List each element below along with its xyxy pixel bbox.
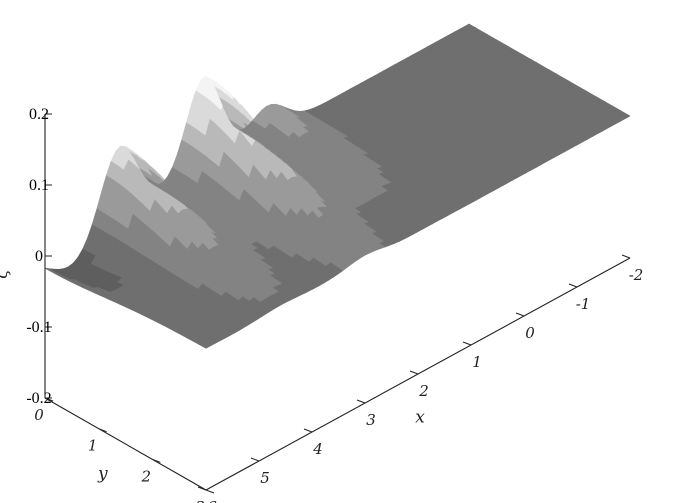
x-tick-label: 6 bbox=[207, 498, 217, 503]
z-tick-label: -0.2 bbox=[26, 390, 51, 407]
x-axis-label: x bbox=[415, 408, 425, 428]
y-tick-label: 3 bbox=[195, 498, 205, 503]
x-tick-label: 3 bbox=[366, 411, 376, 429]
z-tick-label: 0 bbox=[35, 248, 43, 265]
axis-labels: -2 -1 0 1 2 3 4 5 6 0 1 2 3 0.2 0.1 0 -0.1 -0.2 x y ζ bbox=[0, 106, 643, 503]
x-tick-mark bbox=[250, 457, 260, 462]
y-tick-mark bbox=[98, 428, 107, 433]
y-tick-label: 2 bbox=[141, 467, 152, 485]
y-axis-label: y bbox=[97, 464, 108, 484]
y-axis-line bbox=[44, 397, 207, 491]
x-tick-label: 5 bbox=[260, 469, 270, 487]
x-tick-mark bbox=[568, 283, 578, 288]
surface bbox=[44, 23, 631, 349]
x-tick-mark bbox=[409, 370, 419, 375]
y-tick-mark bbox=[205, 489, 215, 494]
z-tick-label: 0.1 bbox=[29, 177, 49, 194]
z-tick-label: -0.1 bbox=[26, 319, 51, 336]
x-tick-mark bbox=[621, 254, 631, 259]
x-tick-label: -2 bbox=[629, 266, 644, 284]
x-tick-label: 0 bbox=[525, 324, 535, 342]
y-tick-label: 1 bbox=[88, 437, 98, 455]
x-tick-mark bbox=[515, 312, 525, 317]
axes bbox=[44, 113, 631, 494]
surface-patch bbox=[44, 267, 57, 273]
y-tick-label: 0 bbox=[34, 406, 44, 424]
x-tick-label: 1 bbox=[472, 353, 482, 371]
x-tick-mark bbox=[303, 428, 313, 433]
x-tick-mark bbox=[462, 341, 472, 346]
x-tick-label: 4 bbox=[312, 440, 323, 458]
x-tick-label: 2 bbox=[418, 382, 429, 400]
z-tick-label: 0.2 bbox=[29, 106, 49, 123]
z-axis-label: ζ bbox=[0, 268, 12, 279]
x-tick-mark bbox=[356, 399, 366, 404]
x-tick-label: -1 bbox=[576, 295, 591, 313]
y-tick-mark bbox=[152, 458, 161, 463]
